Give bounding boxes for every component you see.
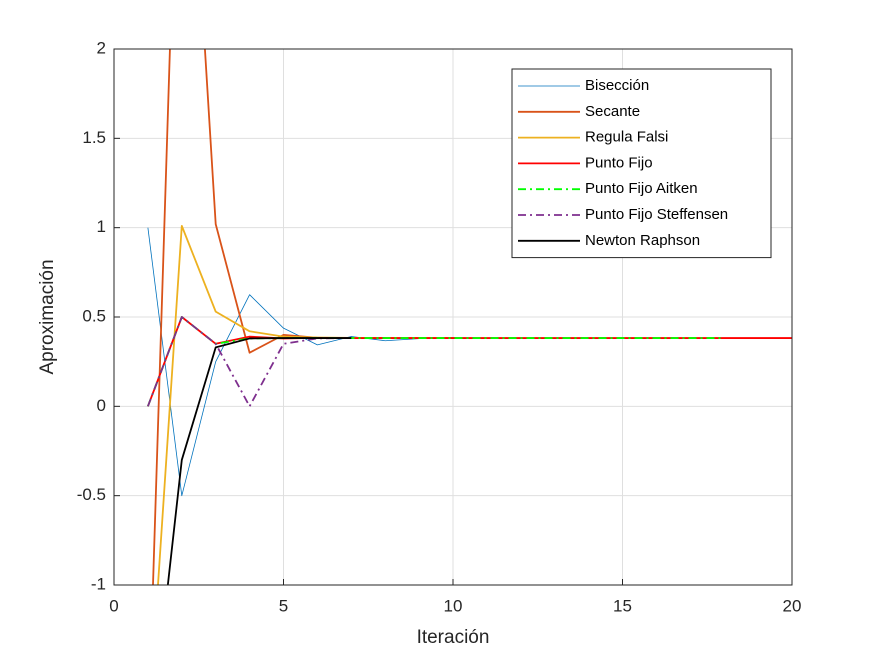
- lines: [147, 49, 792, 585]
- y-tick-label: 1: [97, 217, 106, 236]
- x-tick-label: 5: [279, 596, 288, 615]
- series-line: [166, 337, 352, 585]
- legend: Bisección Secante Regula Falsi Punto Fijo Pu…: [511, 68, 772, 259]
- y-tick-label: -0.5: [77, 485, 106, 504]
- y-tick-label: 0.5: [82, 306, 106, 325]
- legend-label: Secante: [585, 103, 640, 120]
- legend-label: Newton Raphson: [585, 232, 700, 249]
- y-tick-label: -1: [91, 574, 106, 593]
- x-tick-label: 0: [109, 596, 118, 615]
- y-tick-label: 0: [97, 396, 106, 415]
- y-tick-label: 1.5: [82, 128, 106, 147]
- legend-label: Regula Falsi: [585, 129, 668, 146]
- legend-label: Punto Fijo Aitken: [585, 180, 698, 197]
- legend-label: Bisección: [585, 77, 649, 94]
- y-axis-label: Aproximación: [37, 259, 58, 374]
- x-axis-label: Iteración: [417, 627, 490, 648]
- series-line: [147, 316, 792, 407]
- x-tick-label: 10: [444, 596, 463, 615]
- y-tick-label: 2: [97, 38, 106, 57]
- ticks: 0 5 10 15 20 -1 -0.5 0 0.5 1 1.5 2: [77, 38, 802, 615]
- x-tick-label: 20: [783, 596, 802, 615]
- legend-label: Punto Fijo: [585, 154, 653, 171]
- x-tick-label: 15: [613, 596, 632, 615]
- legend-label: Punto Fijo Steffensen: [585, 206, 728, 223]
- series-line: [147, 316, 352, 408]
